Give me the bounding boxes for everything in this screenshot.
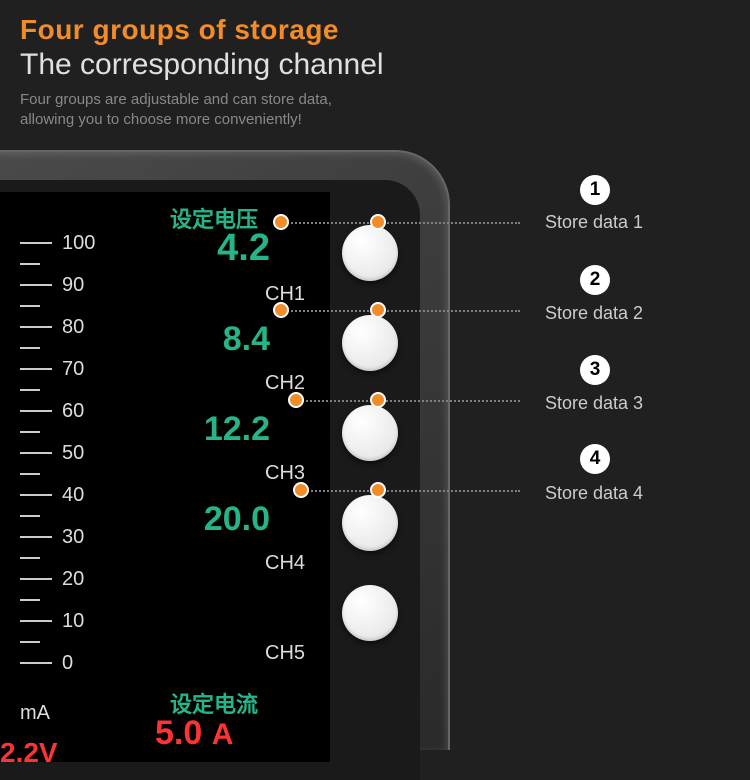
scale-label: 20: [62, 568, 84, 591]
scale-label: 10: [62, 610, 84, 633]
tick-minor: [20, 557, 40, 559]
channel-value-2: 8.4: [160, 320, 270, 359]
channel-label-5: CH5: [265, 642, 305, 665]
channel-label-4: CH4: [265, 552, 305, 575]
store-label-2: Store data 2: [545, 303, 643, 324]
channel-button-3[interactable]: [342, 405, 398, 461]
device-inner: 设定电压 1009080706050403020100 mA 2.2V 设定电流…: [0, 180, 420, 780]
scale-row: 0: [20, 662, 140, 704]
tick-major: [20, 662, 52, 664]
callout-dot-button-1: [370, 214, 386, 230]
callout-line-4: [300, 490, 520, 492]
callout-dot-button-2: [370, 302, 386, 318]
scale-row: 10: [20, 620, 140, 662]
callout-line-1: [280, 222, 520, 224]
tick-minor: [20, 263, 40, 265]
store-label-4: Store data 4: [545, 483, 643, 504]
channel-button-5[interactable]: [342, 585, 398, 641]
tick-minor: [20, 305, 40, 307]
tick-major: [20, 368, 52, 370]
device-area: 设定电压 1009080706050403020100 mA 2.2V 设定电流…: [0, 150, 490, 750]
tick-minor: [20, 641, 40, 643]
scale-label: 70: [62, 358, 84, 381]
callout-dot-button-4: [370, 482, 386, 498]
tick-minor: [20, 515, 40, 517]
channel-value-3: 12.2: [160, 410, 270, 449]
scale: 1009080706050403020100: [20, 242, 140, 704]
callout-line-2: [280, 310, 520, 312]
tick-minor: [20, 431, 40, 433]
tick-minor: [20, 347, 40, 349]
number-badge-1: 1: [580, 175, 610, 205]
tick-minor: [20, 389, 40, 391]
number-badge-3: 3: [580, 355, 610, 385]
scale-label: 100: [62, 232, 95, 255]
scale-label: 30: [62, 526, 84, 549]
tick-major: [20, 242, 52, 244]
callout-dot-start-2: [273, 302, 289, 318]
tick-major: [20, 620, 52, 622]
channel-value-1: 4.2: [160, 227, 270, 270]
device-screen: 设定电压 1009080706050403020100 mA 2.2V 设定电流…: [0, 192, 330, 762]
callout-dot-start-1: [273, 214, 289, 230]
tick-major: [20, 284, 52, 286]
tick-major: [20, 410, 52, 412]
tick-major: [20, 494, 52, 496]
channel-value-4: 20.0: [160, 500, 270, 539]
scale-label: 50: [62, 442, 84, 465]
current-value: 5.0 A: [155, 714, 233, 753]
channel-label-2: CH2: [265, 372, 305, 395]
tick-major: [20, 578, 52, 580]
tick-major: [20, 452, 52, 454]
tick-minor: [20, 599, 40, 601]
tick-major: [20, 536, 52, 538]
channel-button-4[interactable]: [342, 495, 398, 551]
scale-label: 60: [62, 400, 84, 423]
number-badge-4: 4: [580, 444, 610, 474]
scale-label: 0: [62, 652, 73, 675]
ma-label: mA: [20, 702, 50, 725]
callout-line-3: [295, 400, 520, 402]
store-label-3: Store data 3: [545, 393, 643, 414]
voltage-value: 2.2V: [0, 737, 58, 769]
channel-button-1[interactable]: [342, 225, 398, 281]
title-main: Four groups of storage: [20, 14, 730, 46]
channel-button-2[interactable]: [342, 315, 398, 371]
callout-dot-button-3: [370, 392, 386, 408]
store-label-1: Store data 1: [545, 212, 643, 233]
callout-dot-start-3: [288, 392, 304, 408]
tick-major: [20, 326, 52, 328]
header: Four groups of storage The corresponding…: [0, 0, 750, 135]
number-badge-2: 2: [580, 265, 610, 295]
description: Four groups are adjustable and can store…: [20, 90, 730, 129]
tick-minor: [20, 473, 40, 475]
scale-label: 80: [62, 316, 84, 339]
scale-label: 40: [62, 484, 84, 507]
scale-label: 90: [62, 274, 84, 297]
subtitle: The corresponding channel: [20, 48, 730, 82]
callout-dot-start-4: [293, 482, 309, 498]
